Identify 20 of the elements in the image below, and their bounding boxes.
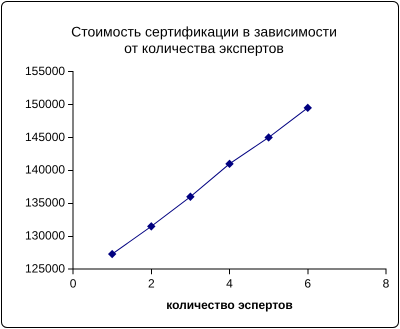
point	[304, 104, 312, 112]
x-tick-label: 2	[148, 276, 155, 291]
y-tick-label: 140000	[24, 162, 66, 177]
y-tick-label: 125000	[24, 262, 66, 276]
point	[264, 133, 273, 142]
point	[147, 222, 156, 230]
x-tick-label: 8	[382, 276, 390, 291]
y-tick-label: 155000	[24, 64, 66, 78]
x-tick-label: 4	[226, 276, 234, 291]
y-tick-label: 130000	[24, 228, 66, 243]
point	[186, 192, 194, 201]
y-tick-label: 145000	[24, 130, 66, 144]
x-tick-label: 0	[70, 276, 77, 291]
point	[108, 250, 116, 258]
y-tick-label: 150000	[24, 96, 66, 111]
x-tick-label: 6	[304, 276, 312, 291]
point	[226, 160, 234, 168]
chart-title: Стоимость сертификации в зависимости от количества экспертов	[71, 23, 337, 56]
y-tick-label: 135000	[24, 196, 66, 210]
x-axis-title: количество эспертов	[166, 298, 293, 312]
